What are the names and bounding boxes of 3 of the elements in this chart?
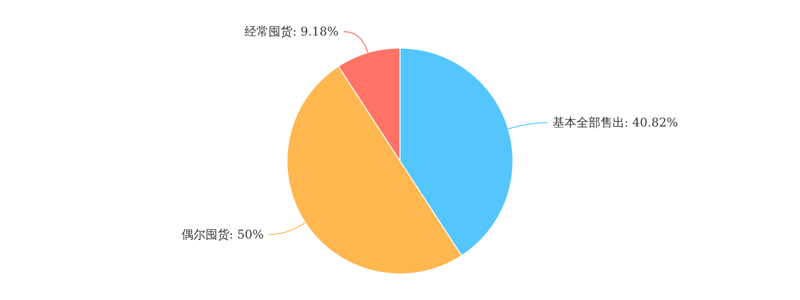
slice-label: 偶尔囤货: 50% xyxy=(181,228,264,242)
slice-label: 基本全部售出: 40.82% xyxy=(552,116,678,130)
slice-label: 经常囤货: 9.18% xyxy=(244,24,339,39)
